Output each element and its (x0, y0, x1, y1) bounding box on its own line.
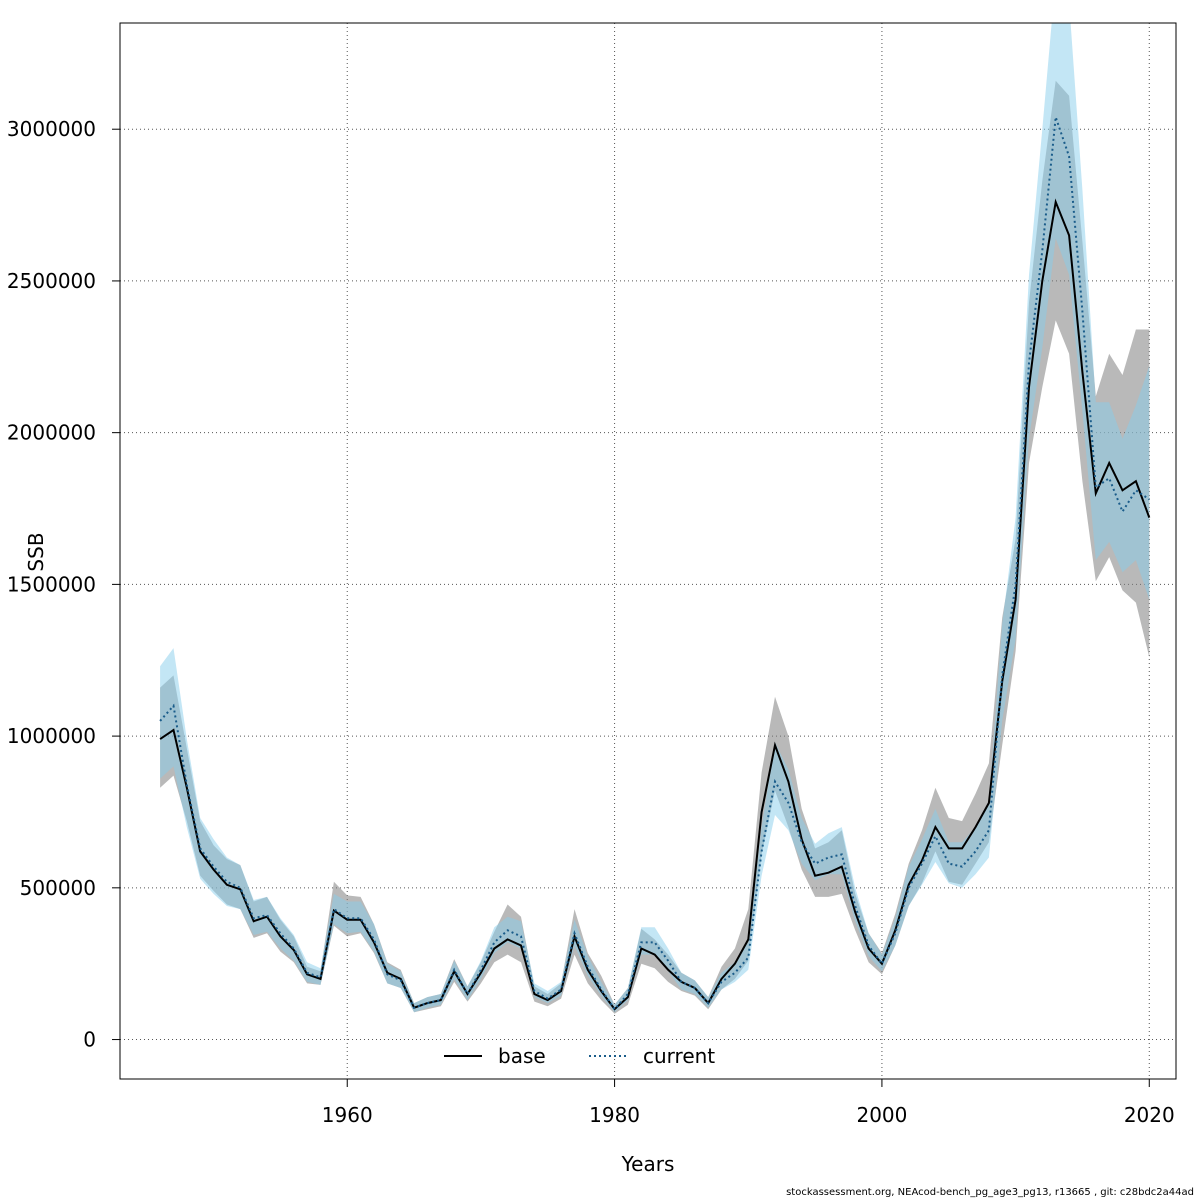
x-axis-title: Years (621, 1152, 675, 1176)
confidence-bands (160, 23, 1150, 1014)
current-series-line (159, 116, 1150, 1011)
y-tick-label: 2000000 (7, 421, 96, 445)
y-tick-label: 3000000 (7, 117, 96, 141)
base-legend-label: base (498, 1044, 546, 1068)
base-confidence-band (160, 80, 1150, 1014)
y-tick-label: 2500000 (7, 269, 96, 293)
x-tick-label: 2000 (856, 1103, 907, 1127)
y-tick-label: 1000000 (7, 724, 96, 748)
footer-source-text: stockassessment.org, NEAcod-bench_pg_age… (786, 1187, 1194, 1198)
y-tick-label: 500000 (20, 876, 96, 900)
series-lines (159, 116, 1151, 1011)
axes: 1960 1980 2000 2020 0 500000 1000000 1500000 200… (7, 117, 1175, 1127)
y-tick-label: 1500000 (7, 572, 96, 596)
x-tick-label: 1980 (589, 1103, 640, 1127)
current-legend-label: current (643, 1044, 715, 1068)
grid (120, 23, 1176, 1079)
x-tick-label: 1960 (322, 1103, 373, 1127)
y-axis-title: SSB (24, 532, 48, 571)
current-confidence-band (160, 23, 1150, 1013)
legend: base current (444, 1044, 715, 1068)
y-tick-label: 0 (83, 1028, 96, 1052)
x-tick-label: 2020 (1124, 1103, 1175, 1127)
plot-frame (119, 22, 1177, 1080)
